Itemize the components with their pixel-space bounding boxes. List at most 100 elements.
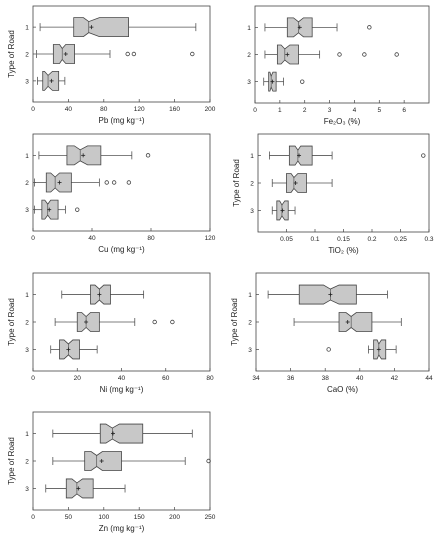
outlier-point	[145, 153, 151, 158]
category-label: 1	[25, 431, 29, 438]
chart-panel: 0 40 80 120 160 200 Pb (mg kg⁻¹) Type of Road 1 2…	[7, 5, 216, 125]
x-tick-label: 40	[88, 235, 96, 242]
outlier-point	[104, 180, 109, 185]
box	[73, 17, 129, 38]
x-tick-label: 120	[205, 235, 216, 242]
x-tick-label: 160	[169, 106, 180, 113]
outlier-point	[362, 52, 367, 57]
x-tick-label: 3	[328, 107, 332, 114]
category-label: 2	[247, 52, 251, 59]
y-axis-label: Type of Road	[7, 298, 16, 346]
x-tick-label: 250	[205, 514, 216, 521]
x-tick-label: 80	[206, 375, 214, 382]
x-tick-label: 40	[65, 106, 73, 113]
x-tick-label: 200	[205, 106, 216, 113]
x-tick-label: 0	[31, 106, 35, 113]
category-label: 2	[248, 320, 252, 327]
x-tick-label: 0.25	[394, 236, 407, 243]
category-label: 3	[25, 78, 29, 85]
outlier-point	[75, 207, 80, 212]
outlier-point	[206, 458, 211, 464]
x-tick-label: 60	[162, 375, 170, 382]
box	[76, 312, 100, 332]
category-label: 1	[25, 25, 29, 32]
category-label: 3	[25, 207, 29, 214]
x-tick-label: 1	[278, 107, 282, 114]
category-label: 2	[250, 181, 254, 188]
category-label: 2	[25, 52, 29, 59]
x-tick-label: 150	[134, 514, 145, 521]
x-tick-label: 2	[303, 107, 307, 114]
category-label: 1	[25, 292, 29, 299]
x-axis-label: Ni (mg kg⁻¹)	[100, 385, 144, 394]
x-tick-label: 0	[253, 107, 257, 114]
x-axis-label: TiO₂ (%)	[328, 246, 359, 255]
outlier-point	[126, 180, 132, 185]
category-label: 1	[250, 153, 254, 160]
x-tick-label: 0.15	[337, 236, 350, 243]
x-tick-label: 0.1	[310, 236, 319, 243]
x-tick-label: 4	[353, 107, 357, 114]
x-tick-label: 20	[74, 375, 82, 382]
x-tick-label: 40	[356, 375, 364, 382]
x-tick-label: 0	[31, 514, 35, 521]
x-tick-label: 36	[287, 375, 295, 382]
x-axis-label: Zn (mg kg⁻¹)	[99, 524, 145, 533]
outlier-point	[367, 25, 372, 30]
category-label: 2	[25, 180, 29, 187]
category-label: 3	[250, 208, 254, 215]
category-label: 3	[247, 79, 251, 86]
x-tick-label: 0	[31, 375, 35, 382]
x-tick-label: 50	[65, 514, 73, 521]
category-label: 1	[248, 292, 252, 299]
y-axis-label: Type of Road	[7, 30, 16, 78]
x-tick-label: 0.3	[424, 236, 433, 243]
x-tick-label: 80	[100, 106, 108, 113]
x-tick-label: 100	[98, 514, 109, 521]
chart-panel: 0 40 80 120 Cu (mg kg⁻¹) 1 2 3	[25, 133, 216, 254]
x-axis-label: Fe₂O₃ (%)	[324, 117, 361, 126]
outlier-point	[337, 52, 342, 57]
x-tick-label: 40	[118, 375, 126, 382]
y-axis-label: Type of Road	[230, 298, 239, 346]
x-axis-label: Pb (mg kg⁻¹)	[98, 116, 144, 125]
x-tick-label: 80	[147, 235, 155, 242]
x-tick-label: 6	[402, 107, 406, 114]
x-axis-label: CaO (%)	[327, 385, 358, 394]
outlier-point	[125, 51, 130, 57]
chart-panel: 0 20 40 60 80 Ni (mg kg⁻¹) Type of Road 1 2 3	[7, 272, 214, 394]
x-tick-label: 200	[169, 514, 180, 521]
outlier-point	[394, 52, 399, 57]
outlier-point	[300, 79, 305, 84]
box	[99, 423, 144, 444]
category-label: 2	[25, 459, 29, 466]
chart-panel: 34 36 38 40 42 44 CaO (%) Type of Road 1 2 3	[230, 272, 433, 394]
outlier-point	[170, 319, 175, 325]
category-label: 3	[25, 347, 29, 354]
box	[338, 312, 373, 332]
category-label: 1	[247, 25, 251, 32]
x-axis-label: Cu (mg kg⁻¹)	[98, 245, 145, 254]
category-label: 1	[25, 153, 29, 160]
x-tick-label: 0.05	[280, 236, 293, 243]
category-label: 2	[25, 320, 29, 327]
x-tick-label: 34	[252, 375, 260, 382]
y-axis-label: Type of Road	[232, 159, 241, 207]
chart-panel: 0.05 0.1 0.15 0.2 0.25 0.3 TiO₂ (%) Type of Roa…	[232, 133, 434, 255]
x-tick-label: 38	[322, 375, 330, 382]
outlier-point	[111, 180, 117, 185]
outlier-point	[190, 51, 195, 57]
category-label: 3	[248, 347, 252, 354]
chart-panel: 0 1 2 3 4 5 6 Fe₂O₃ (%) 1 2 3	[247, 5, 430, 126]
box	[298, 284, 357, 305]
category-label: 3	[25, 486, 29, 493]
y-axis-label: Type of Road	[7, 437, 16, 485]
outlier-point	[421, 153, 426, 158]
x-tick-label: 120	[134, 106, 145, 113]
x-tick-label: 0	[31, 235, 35, 242]
x-tick-label: 44	[425, 375, 433, 382]
outlier-point	[152, 319, 157, 325]
outlier-point	[131, 51, 137, 57]
x-tick-label: 5	[377, 107, 381, 114]
